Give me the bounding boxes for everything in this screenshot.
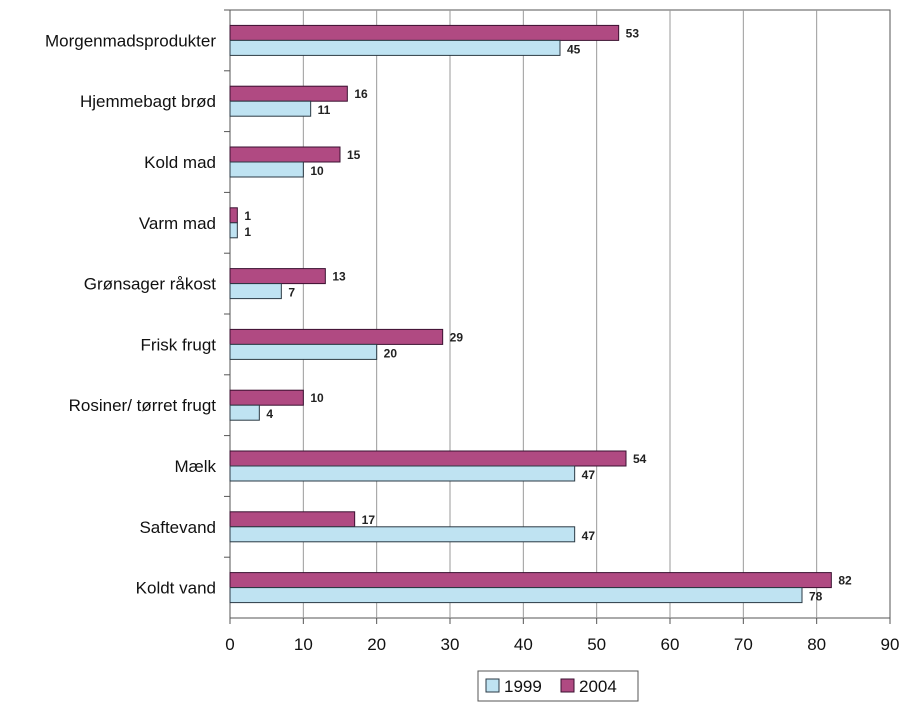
bar-2004 bbox=[229, 146, 341, 163]
x-tick-label: 60 bbox=[661, 635, 680, 654]
bar-2004 bbox=[229, 511, 356, 528]
category-label: Kold mad bbox=[144, 153, 216, 172]
data-label-1999: 11 bbox=[318, 103, 331, 117]
data-label-1999: 45 bbox=[567, 42, 581, 56]
bar-1999 bbox=[229, 39, 561, 56]
data-label-2004: 54 bbox=[633, 452, 647, 466]
x-axis-ticks: 0 10 20 30 40 50 60 70 80 90 bbox=[224, 9, 900, 654]
bar-1999 bbox=[229, 404, 260, 421]
data-label-2004: 10 bbox=[310, 391, 324, 405]
legend-box bbox=[477, 670, 639, 702]
category-label: Hjemmebagt brød bbox=[80, 92, 216, 111]
category-label: Rosiner/ tørret frugt bbox=[69, 396, 217, 415]
category-label: Saftevand bbox=[139, 518, 216, 537]
category-label: Varm mad bbox=[139, 214, 216, 233]
data-label-1999: 10 bbox=[310, 164, 324, 178]
x-tick-label: 80 bbox=[807, 635, 826, 654]
bar-1999 bbox=[229, 587, 803, 604]
data-label-1999: 78 bbox=[809, 590, 823, 604]
x-tick-label: 20 bbox=[367, 635, 386, 654]
bar-1999 bbox=[229, 526, 576, 543]
data-label-2004: 16 bbox=[354, 87, 368, 101]
bar-2004 bbox=[229, 572, 832, 589]
data-label-2004: 17 bbox=[362, 513, 376, 527]
legend: 1999 2004 bbox=[477, 670, 639, 702]
bar-2004 bbox=[229, 450, 627, 467]
legend-label-2004: 2004 bbox=[579, 677, 617, 696]
bar-2004 bbox=[229, 24, 620, 41]
data-label-1999: 47 bbox=[582, 468, 596, 482]
bar-2004 bbox=[229, 389, 304, 406]
data-label-2004: 29 bbox=[450, 330, 464, 344]
bar-1999 bbox=[229, 222, 238, 239]
category-labels: Morgenmadsprodukter Hjemmebagt brød Kold m… bbox=[45, 31, 217, 597]
category-label: Grønsager råkost bbox=[84, 275, 217, 294]
data-label-1999: 1 bbox=[244, 225, 251, 239]
bar-2004 bbox=[229, 207, 238, 224]
x-tick-label: 10 bbox=[294, 635, 313, 654]
x-tick-label: 30 bbox=[441, 635, 460, 654]
category-label: Morgenmadsprodukter bbox=[45, 31, 216, 50]
x-tick-label: 40 bbox=[514, 635, 533, 654]
data-label-1999: 47 bbox=[582, 529, 596, 543]
x-tick-label: 70 bbox=[734, 635, 753, 654]
x-tick-label: 50 bbox=[587, 635, 606, 654]
data-label-2004: 15 bbox=[347, 148, 361, 162]
x-tick-label: 90 bbox=[881, 635, 900, 654]
data-label-2004: 1 bbox=[244, 209, 251, 223]
data-label-1999: 7 bbox=[288, 286, 295, 300]
x-tick-label: 0 bbox=[225, 635, 234, 654]
category-label: Frisk frugt bbox=[140, 335, 216, 354]
bar-2004 bbox=[229, 268, 326, 285]
data-label-2004: 53 bbox=[626, 26, 640, 40]
bar-2004 bbox=[229, 85, 348, 102]
data-label-2004: 13 bbox=[332, 270, 346, 284]
legend-label-1999: 1999 bbox=[504, 677, 542, 696]
bar-1999 bbox=[229, 161, 304, 178]
bar-1999 bbox=[229, 100, 312, 117]
bar-2004 bbox=[229, 328, 444, 345]
legend-swatch-1999 bbox=[485, 678, 500, 693]
legend-swatch-2004 bbox=[560, 678, 575, 693]
bar-1999 bbox=[229, 465, 576, 482]
data-label-1999: 4 bbox=[266, 407, 273, 421]
data-label-2004: 82 bbox=[838, 574, 852, 588]
bar-1999 bbox=[229, 283, 282, 300]
bar-1999 bbox=[229, 343, 378, 360]
data-label-1999: 20 bbox=[384, 346, 398, 360]
category-label: Mælk bbox=[174, 457, 216, 476]
category-label: Koldt vand bbox=[136, 579, 216, 598]
